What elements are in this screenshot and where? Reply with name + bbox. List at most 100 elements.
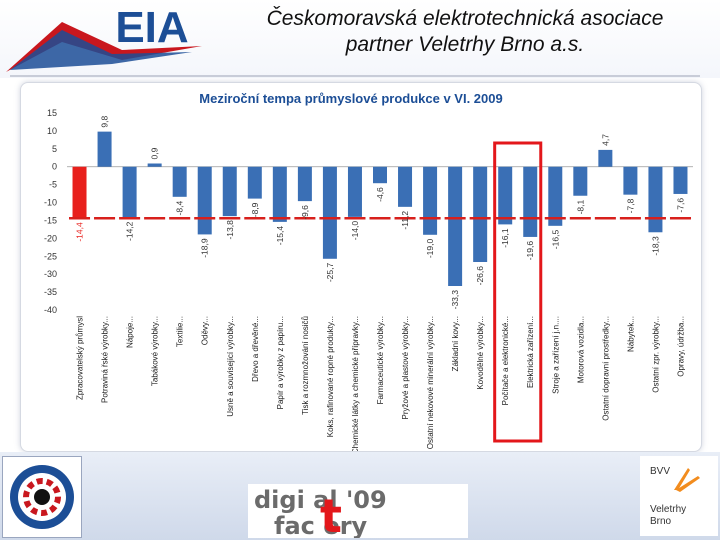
- y-tick-label: 10: [47, 126, 57, 136]
- chart-title: Meziroční tempa průmyslové produkce v VI…: [199, 91, 502, 106]
- digital-factory-line1: digi al '09: [254, 486, 387, 514]
- bar: [398, 166, 413, 207]
- highlight-box: [493, 141, 543, 443]
- category-label: Ostatní nekovové minerální výrobky...: [426, 316, 435, 449]
- category-label: Pryžové a plastové výrobky...: [401, 316, 410, 419]
- value-label: -14,2: [125, 221, 135, 241]
- bar: [147, 163, 162, 167]
- bar: [297, 166, 312, 202]
- bar-layer: [72, 131, 688, 287]
- bvv-logo-stroke-1: [674, 468, 690, 490]
- bar: [272, 166, 287, 222]
- value-label: -15,4: [275, 226, 285, 246]
- bvv-logo-mark: [674, 468, 700, 492]
- category-label: Dřevo a dřevěné...: [251, 316, 260, 382]
- value-label: -19,6: [525, 241, 535, 261]
- bar: [247, 166, 262, 199]
- category-label: Papír a výrobky z papíru...: [276, 316, 285, 409]
- bar: [423, 166, 438, 235]
- bar: [448, 166, 463, 287]
- category-label: Elektrická zařízení...: [526, 316, 535, 388]
- category-label: Základní kovy...: [451, 316, 460, 371]
- category-label: Farmaceutické výrobky...: [376, 316, 385, 404]
- value-label: -18,3: [650, 236, 660, 256]
- category-label: Potraviná řské výrobky...: [101, 316, 110, 403]
- value-label: 0,9: [150, 147, 160, 159]
- y-tick-label: -40: [44, 305, 57, 315]
- value-label: -7,6: [675, 198, 685, 213]
- eia-logo-swoosh: [6, 22, 202, 72]
- y-tick-label: -5: [49, 180, 57, 190]
- category-label: Usně a související výrobky...: [226, 316, 235, 417]
- gear-logo: [2, 456, 82, 538]
- bar: [373, 166, 387, 184]
- header-band: [0, 0, 720, 78]
- eia-logo: EIA: [6, 3, 202, 72]
- bar: [222, 166, 237, 217]
- value-label: -18,9: [200, 238, 210, 258]
- eia-logo-text: EIA: [115, 3, 188, 52]
- bvv-logo: BVV Veletrhy Brno: [640, 456, 718, 536]
- category-label: Počítače a elektronické...: [501, 316, 510, 405]
- category-label: Opravy, údržba...: [676, 316, 685, 377]
- eia-logo-swoosh-blue: [10, 30, 192, 70]
- y-tick-label: 0: [52, 162, 57, 172]
- category-label: Nábytek...: [626, 316, 635, 352]
- value-label: -11,2: [400, 211, 410, 230]
- bar: [623, 166, 638, 195]
- digital-factory-t: t: [320, 489, 342, 538]
- axis-layer: 15 10 5 0 -5 -10 -15 -20 -25 -30 -35 -40: [44, 108, 693, 315]
- category-label: Tabákové výrobky...: [151, 316, 160, 386]
- value-label: -4,6: [375, 187, 385, 202]
- bar: [598, 149, 613, 167]
- bar: [648, 166, 663, 233]
- chart-svg: Meziroční tempa průmyslové produkce v VI…: [44, 91, 693, 451]
- y-tick-label: -35: [44, 287, 57, 297]
- chart-panel: Meziroční tempa průmyslové produkce v VI…: [20, 82, 702, 452]
- value-label: 4,7: [600, 134, 610, 146]
- category-label: Motorová vozidla...: [576, 316, 585, 383]
- value-label-layer: -14,4 9,8 -14,2 0,9 -8,4 -18,9 -13,8 -8,9 -15,4 -…: [75, 116, 686, 310]
- bar: [122, 166, 137, 218]
- category-label: Zpracovatelský průmysl: [76, 316, 85, 400]
- bar: [322, 166, 337, 259]
- bar: [473, 166, 488, 263]
- value-label: 9,8: [100, 116, 110, 128]
- gear-logo-hub: [34, 489, 50, 505]
- category-label: Tisk a rozmnožování nosičů: [301, 316, 310, 415]
- category-label: Oděvy...: [201, 316, 210, 345]
- category-label: Kovodělné výrobky...: [476, 316, 485, 390]
- bvv-logo-line2: Veletrhy: [650, 504, 687, 515]
- y-tick-label: -15: [44, 215, 57, 225]
- bar: [197, 166, 212, 235]
- gear-logo-teeth: [23, 478, 61, 516]
- value-label: -8,9: [250, 202, 260, 217]
- digital-factory-line2: fac ory: [274, 512, 368, 538]
- bvv-logo-line1: BVV: [650, 466, 671, 477]
- category-label: Ostatní zpr. výrobky...: [651, 316, 660, 393]
- header-title-line2: partner Veletrhy Brno a.s.: [345, 33, 585, 56]
- bar: [523, 166, 538, 237]
- value-label: -9,6: [300, 205, 310, 220]
- bar: [97, 131, 112, 167]
- category-label: Nápoje...: [126, 316, 135, 348]
- highlight-box-layer: [493, 141, 543, 443]
- bar: [548, 166, 563, 226]
- header-divider: [10, 75, 700, 77]
- category-label: Stroje a zařízení j.n....: [551, 316, 560, 394]
- y-tick-label: -25: [44, 251, 57, 261]
- category-label: Koks, rafinované ropné produkty...: [326, 316, 335, 437]
- y-tick-label: 15: [47, 108, 57, 118]
- bvv-logo-line3: Brno: [650, 516, 672, 527]
- y-tick-label: 5: [52, 144, 57, 154]
- value-label: -25,7: [325, 263, 335, 283]
- category-label: Textilie...: [176, 316, 185, 347]
- bar: [172, 166, 187, 197]
- bvv-logo-stroke-2: [676, 476, 700, 492]
- category-label: Chemické látky a chemické přípravky...: [351, 316, 360, 451]
- y-tick-label: -30: [44, 269, 57, 279]
- value-label: -33,3: [450, 290, 460, 310]
- header-title-line1: Českomoravská elektrotechnická asociace: [266, 7, 664, 30]
- value-label: -19,0: [425, 239, 435, 259]
- value-label: -16,5: [550, 230, 560, 250]
